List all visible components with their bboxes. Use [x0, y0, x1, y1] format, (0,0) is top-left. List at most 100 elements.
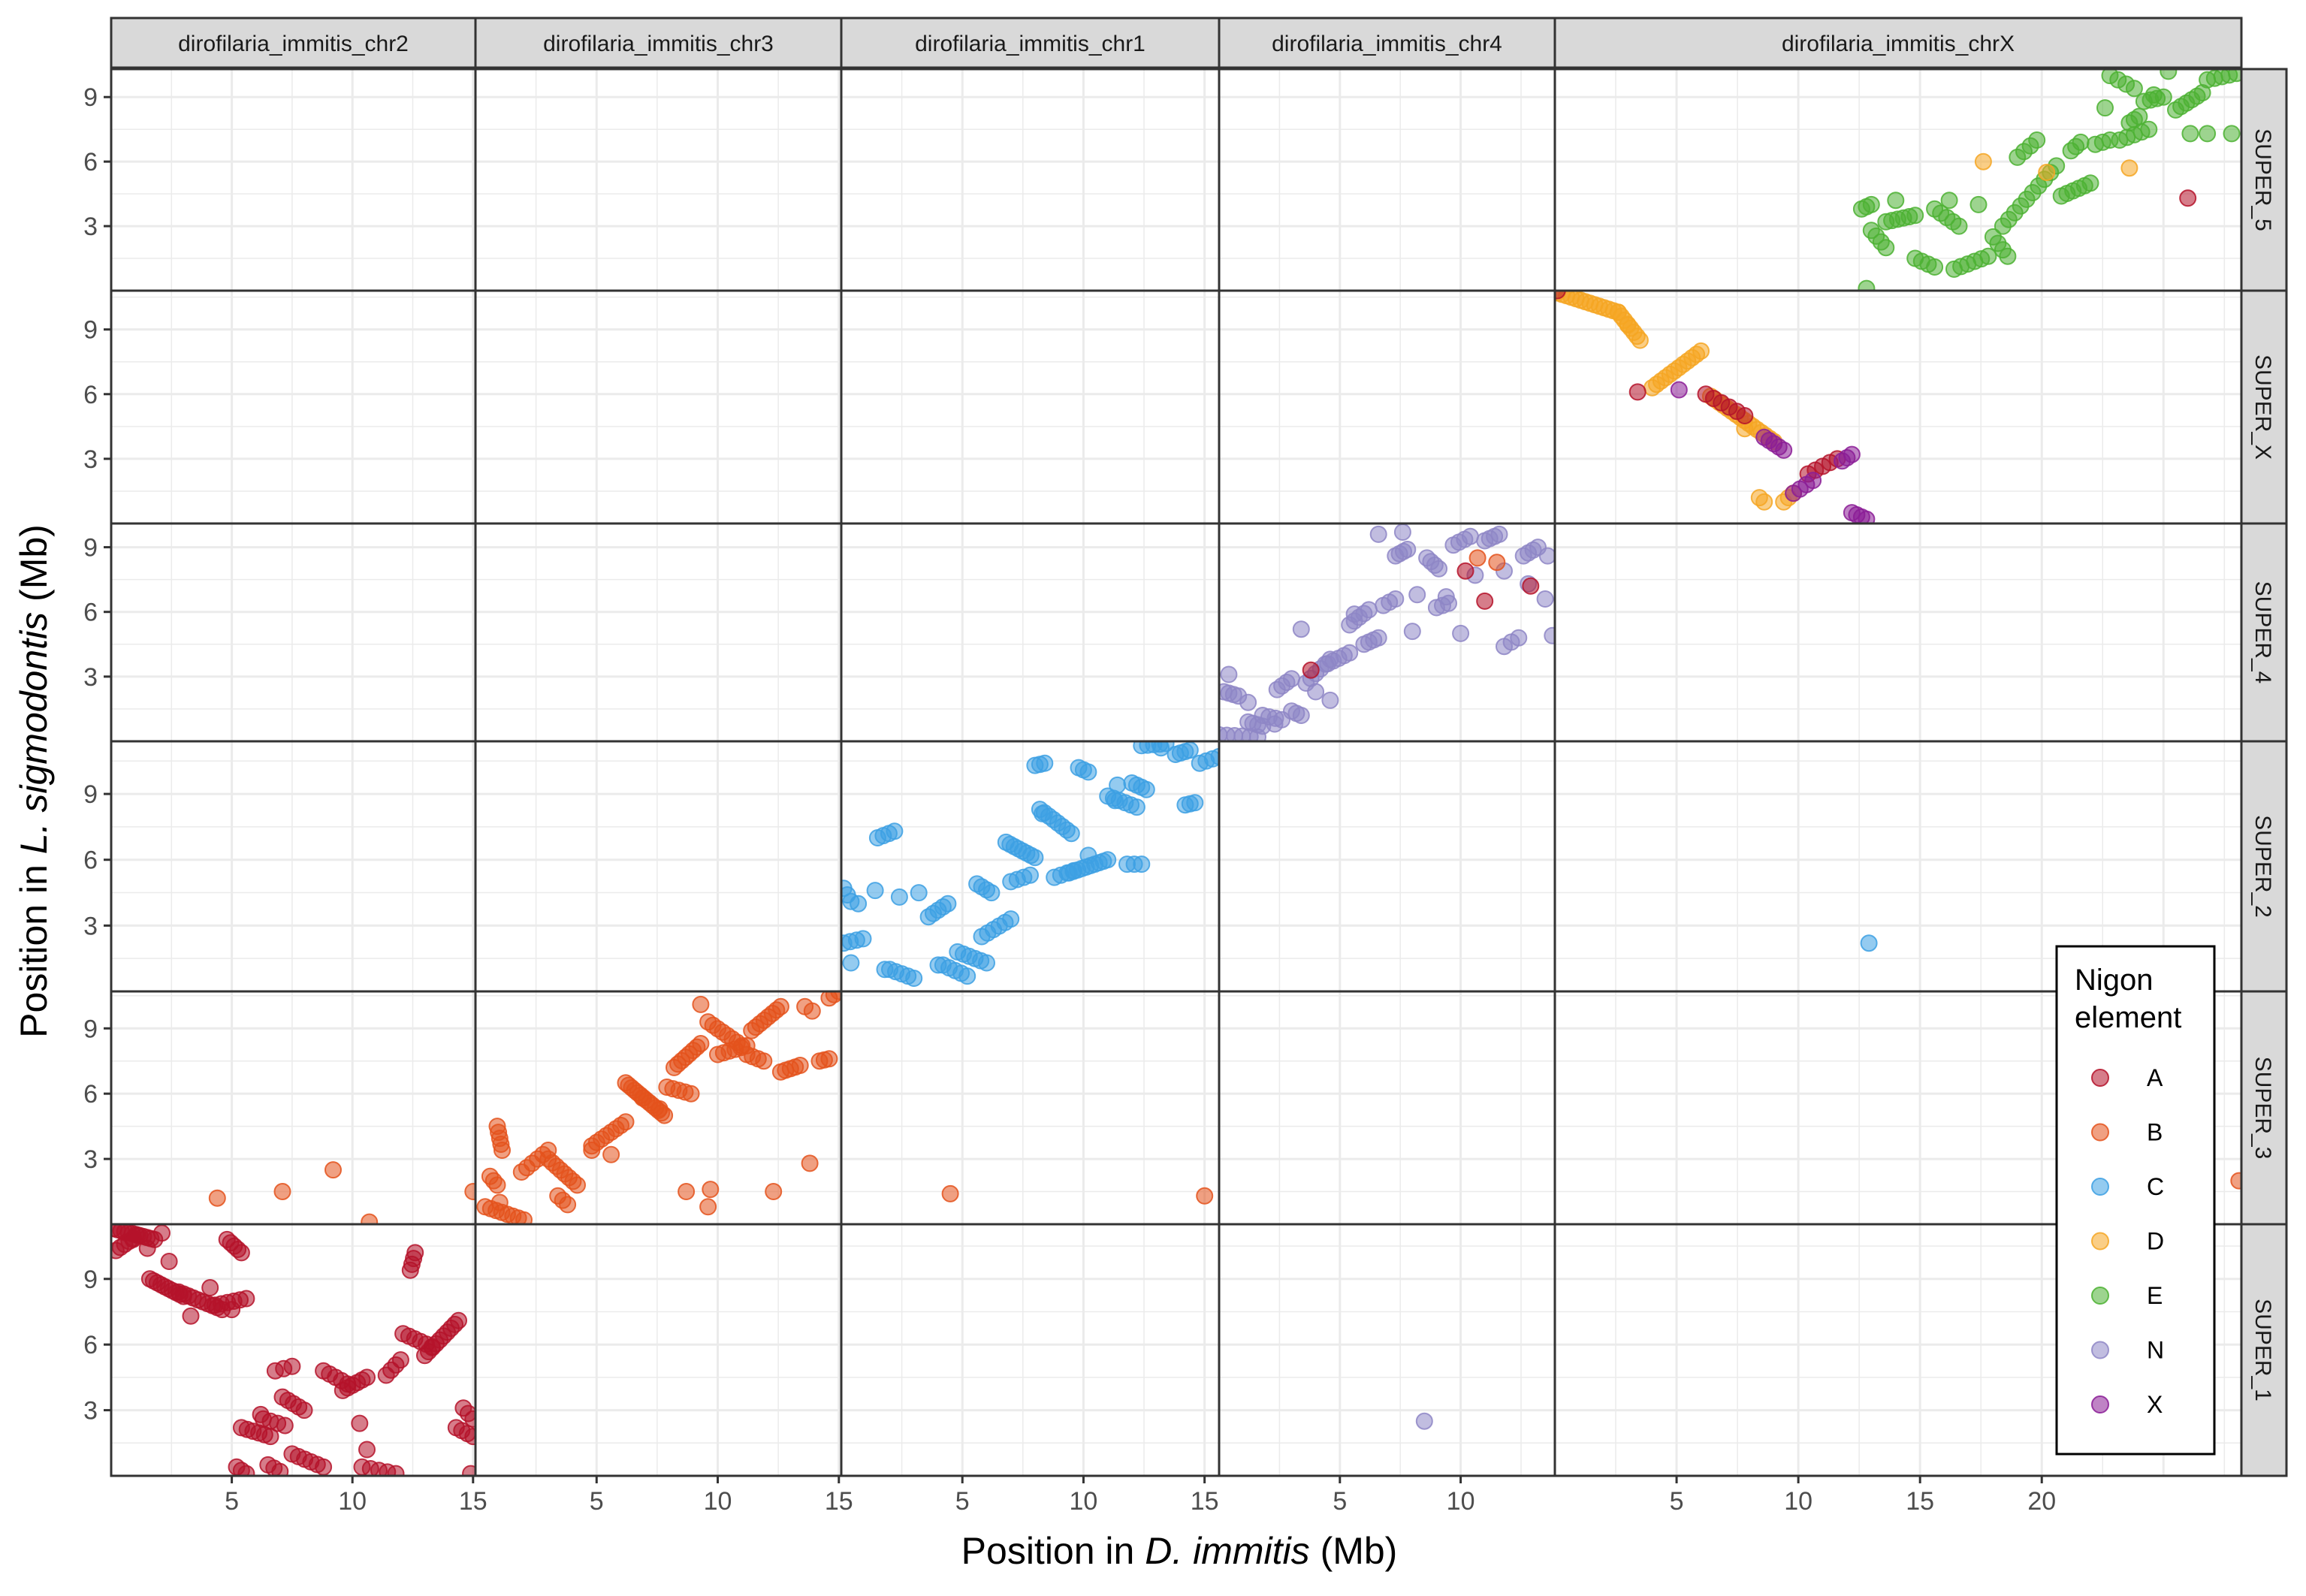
points-dirofilaria_immitis_chr1-SUPER_2-C — [841, 741, 1219, 987]
x-tick-label: 15 — [825, 1487, 853, 1516]
points-dirofilaria_immitis_chr4-SUPER_4-A — [1302, 562, 1540, 679]
data-point-C — [958, 967, 976, 985]
data-point-E — [2181, 125, 2199, 143]
legend-key-swatch — [2091, 1232, 2109, 1251]
data-point-A — [391, 1351, 409, 1369]
data-point-C — [1860, 934, 1878, 952]
legend-title-line2: element — [2075, 1001, 2181, 1034]
data-point-A — [1555, 291, 1566, 300]
points-dirofilaria_immitis_chr1-SUPER_3-B — [941, 1184, 1214, 1205]
y-axis-title-suffix: (Mb) — [13, 524, 55, 612]
legend-key-swatch — [2091, 1069, 2109, 1087]
data-point-C — [854, 930, 872, 948]
column-strip-label: dirofilaria_immitis_chr3 — [543, 32, 774, 56]
data-point-B — [464, 1183, 475, 1200]
data-point-B — [820, 1050, 838, 1068]
data-point-E — [1969, 195, 1988, 213]
data-point-B — [273, 1183, 291, 1200]
data-point-N — [1510, 629, 1528, 647]
y-tick-label: 6 — [83, 1080, 98, 1109]
legend-title-line1: Nigon — [2075, 964, 2154, 997]
data-point-E — [1858, 279, 1876, 291]
column-strip-box — [474, 17, 843, 69]
data-point-C — [1133, 855, 1151, 873]
panel-dirofilaria_immitis_chr2-SUPER_4 — [111, 523, 475, 741]
data-point-D — [2038, 164, 2056, 181]
data-point-E — [2140, 120, 2158, 138]
row-strip-box — [2240, 740, 2288, 993]
data-point-A — [1302, 661, 1320, 679]
x-tick-label: 10 — [1070, 1487, 1098, 1516]
panel-dirofilaria_immitis_chr2-SUPER_2 — [111, 741, 475, 991]
data-point-A — [462, 1465, 475, 1476]
data-point-N — [1369, 629, 1387, 647]
x-tick-label: 5 — [955, 1487, 970, 1516]
y-tick-label: 9 — [83, 83, 98, 112]
data-point-E — [1926, 258, 1944, 276]
x-axis-title: Position in D. immitis (Mb) — [961, 1530, 1398, 1572]
points-dirofilaria_immitis_chrX-SUPER_2-C — [1860, 934, 1878, 952]
y-tick-label: 9 — [83, 1015, 98, 1043]
points-dirofilaria_immitis_chrX-SUPER_X-X — [1670, 381, 1876, 523]
panel-dirofilaria_immitis_chr4-SUPER_5 — [1219, 69, 1555, 291]
data-point-D — [1631, 331, 1649, 349]
data-point-E — [1999, 247, 2017, 265]
data-point-C — [1079, 846, 1097, 864]
y-tick-label: 6 — [83, 1331, 98, 1359]
data-point-A — [237, 1465, 255, 1476]
data-point-C — [939, 895, 957, 913]
panel-dirofilaria_immitis_chr1-SUPER_4 — [841, 523, 1219, 741]
data-point-C — [890, 888, 908, 906]
data-point-N — [1283, 670, 1300, 688]
y-tick-label: 6 — [83, 846, 98, 875]
data-point-A — [271, 1462, 289, 1476]
data-point-B — [692, 1035, 710, 1052]
data-point-D — [1974, 152, 1992, 170]
data-point-B — [702, 1181, 720, 1199]
row-strip: SUPER_2 — [2240, 740, 2288, 993]
data-point-A — [138, 1239, 156, 1257]
data-point-N — [1292, 707, 1310, 724]
data-point-E — [2096, 99, 2114, 117]
data-point-B — [361, 1213, 379, 1224]
y-axis-title-italic: L. sigmodontis — [13, 612, 55, 854]
panel-dirofilaria_immitis_chr3-SUPER_2 — [475, 741, 841, 991]
data-point-C — [850, 895, 868, 913]
data-point-A — [232, 1244, 250, 1262]
legend-key-swatch — [2091, 1287, 2109, 1305]
x-tick-label: 20 — [2027, 1487, 2056, 1516]
data-point-X — [1775, 441, 1793, 459]
row-strip-label: SUPER_3 — [2250, 1057, 2275, 1160]
data-point-N — [1360, 601, 1378, 619]
data-point-B — [682, 1085, 700, 1103]
panel-dirofilaria_immitis_chr4-SUPER_3 — [1219, 991, 1555, 1224]
row-strip: SUPER_3 — [2240, 990, 2288, 1226]
data-point-A — [160, 1253, 178, 1270]
data-point-C — [910, 884, 928, 902]
data-point-N — [1321, 691, 1339, 709]
data-point-D — [2120, 159, 2138, 177]
data-point-A — [358, 1441, 376, 1459]
data-point-N — [1220, 665, 1238, 683]
data-point-B — [324, 1161, 342, 1179]
data-point-N — [1292, 620, 1310, 638]
data-point-B — [830, 991, 841, 1000]
x-tick-label: 5 — [590, 1487, 604, 1516]
y-tick-label: 3 — [83, 663, 98, 692]
data-point-N — [1369, 525, 1387, 543]
column-strip-box — [1553, 17, 2243, 69]
points-dirofilaria_immitis_chr4-SUPER_4-B — [1468, 549, 1506, 572]
column-strip: dirofilaria_immitis_chr3 — [474, 17, 843, 69]
data-point-N — [1544, 626, 1555, 644]
column-strip: dirofilaria_immitis_chr4 — [1218, 17, 1556, 69]
points-dirofilaria_immitis_chr4-SUPER_1-N — [1415, 1412, 1433, 1430]
y-tick-label: 9 — [83, 316, 98, 345]
data-point-C — [1062, 825, 1080, 843]
data-point-A — [1456, 562, 1474, 580]
data-point-B — [1468, 549, 1487, 567]
data-point-E — [1979, 247, 1997, 265]
panel-dirofilaria_immitis_chr1-SUPER_5 — [841, 69, 1219, 291]
points-dirofilaria_immitis_chr2-SUPER_3-B — [208, 1161, 475, 1224]
data-point-N — [1461, 527, 1479, 545]
data-point-B — [692, 995, 710, 1013]
